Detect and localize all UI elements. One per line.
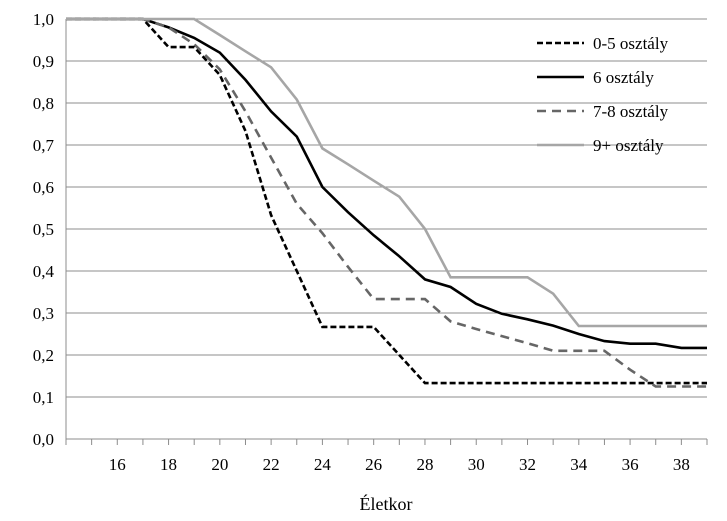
x-tick-label: 38 [673,455,690,474]
x-tick-label: 30 [468,455,485,474]
y-tick-label: 0,2 [33,346,54,365]
y-tick-label: 0,5 [33,220,54,239]
x-tick-label: 26 [365,455,382,474]
legend-label: 6 osztály [593,68,654,87]
x-tick-label: 36 [622,455,639,474]
x-tick-label: 22 [263,455,280,474]
y-tick-label: 0,7 [33,136,55,155]
axes [65,19,708,445]
y-tick-label: 0,9 [33,52,54,71]
y-tick-label: 0,0 [33,430,54,449]
gridlines [66,18,707,398]
y-tick-label: 1,0 [33,10,54,29]
x-tick-label: 16 [109,455,126,474]
x-tick-label: 32 [519,455,536,474]
y-tick-label: 0,8 [33,94,54,113]
x-tick-labels: 16 18 20 22 24 26 28 30 32 34 36 38 [109,455,690,474]
legend-label: 7-8 osztály [593,102,669,121]
legend-label: 9+ osztály [593,136,664,155]
x-tick-label: 18 [160,455,177,474]
x-tick-label: 24 [314,455,332,474]
legend: 0-5 osztály 6 osztály 7-8 osztály 9+ osztál… [537,34,669,155]
x-tick-label: 34 [570,455,588,474]
series-line-2 [66,17,707,350]
series-lines [66,17,707,388]
series-line-3 [66,17,707,388]
x-axis-title: Életkor [360,493,413,514]
x-tick-label: 20 [211,455,228,474]
y-tick-label: 0,3 [33,304,54,323]
series-line-1 [66,17,707,385]
x-tick-label: 28 [416,455,433,474]
series-line-4 [66,17,707,328]
legend-label: 0-5 osztály [593,34,669,53]
y-tick-labels: 0,0 0,1 0,2 0,3 0,4 0,5 0,6 0,7 0,8 0,9 1,0 [33,10,55,449]
y-tick-label: 0,1 [33,388,54,407]
y-tick-label: 0,4 [33,262,55,281]
y-tick-label: 0,6 [33,178,54,197]
